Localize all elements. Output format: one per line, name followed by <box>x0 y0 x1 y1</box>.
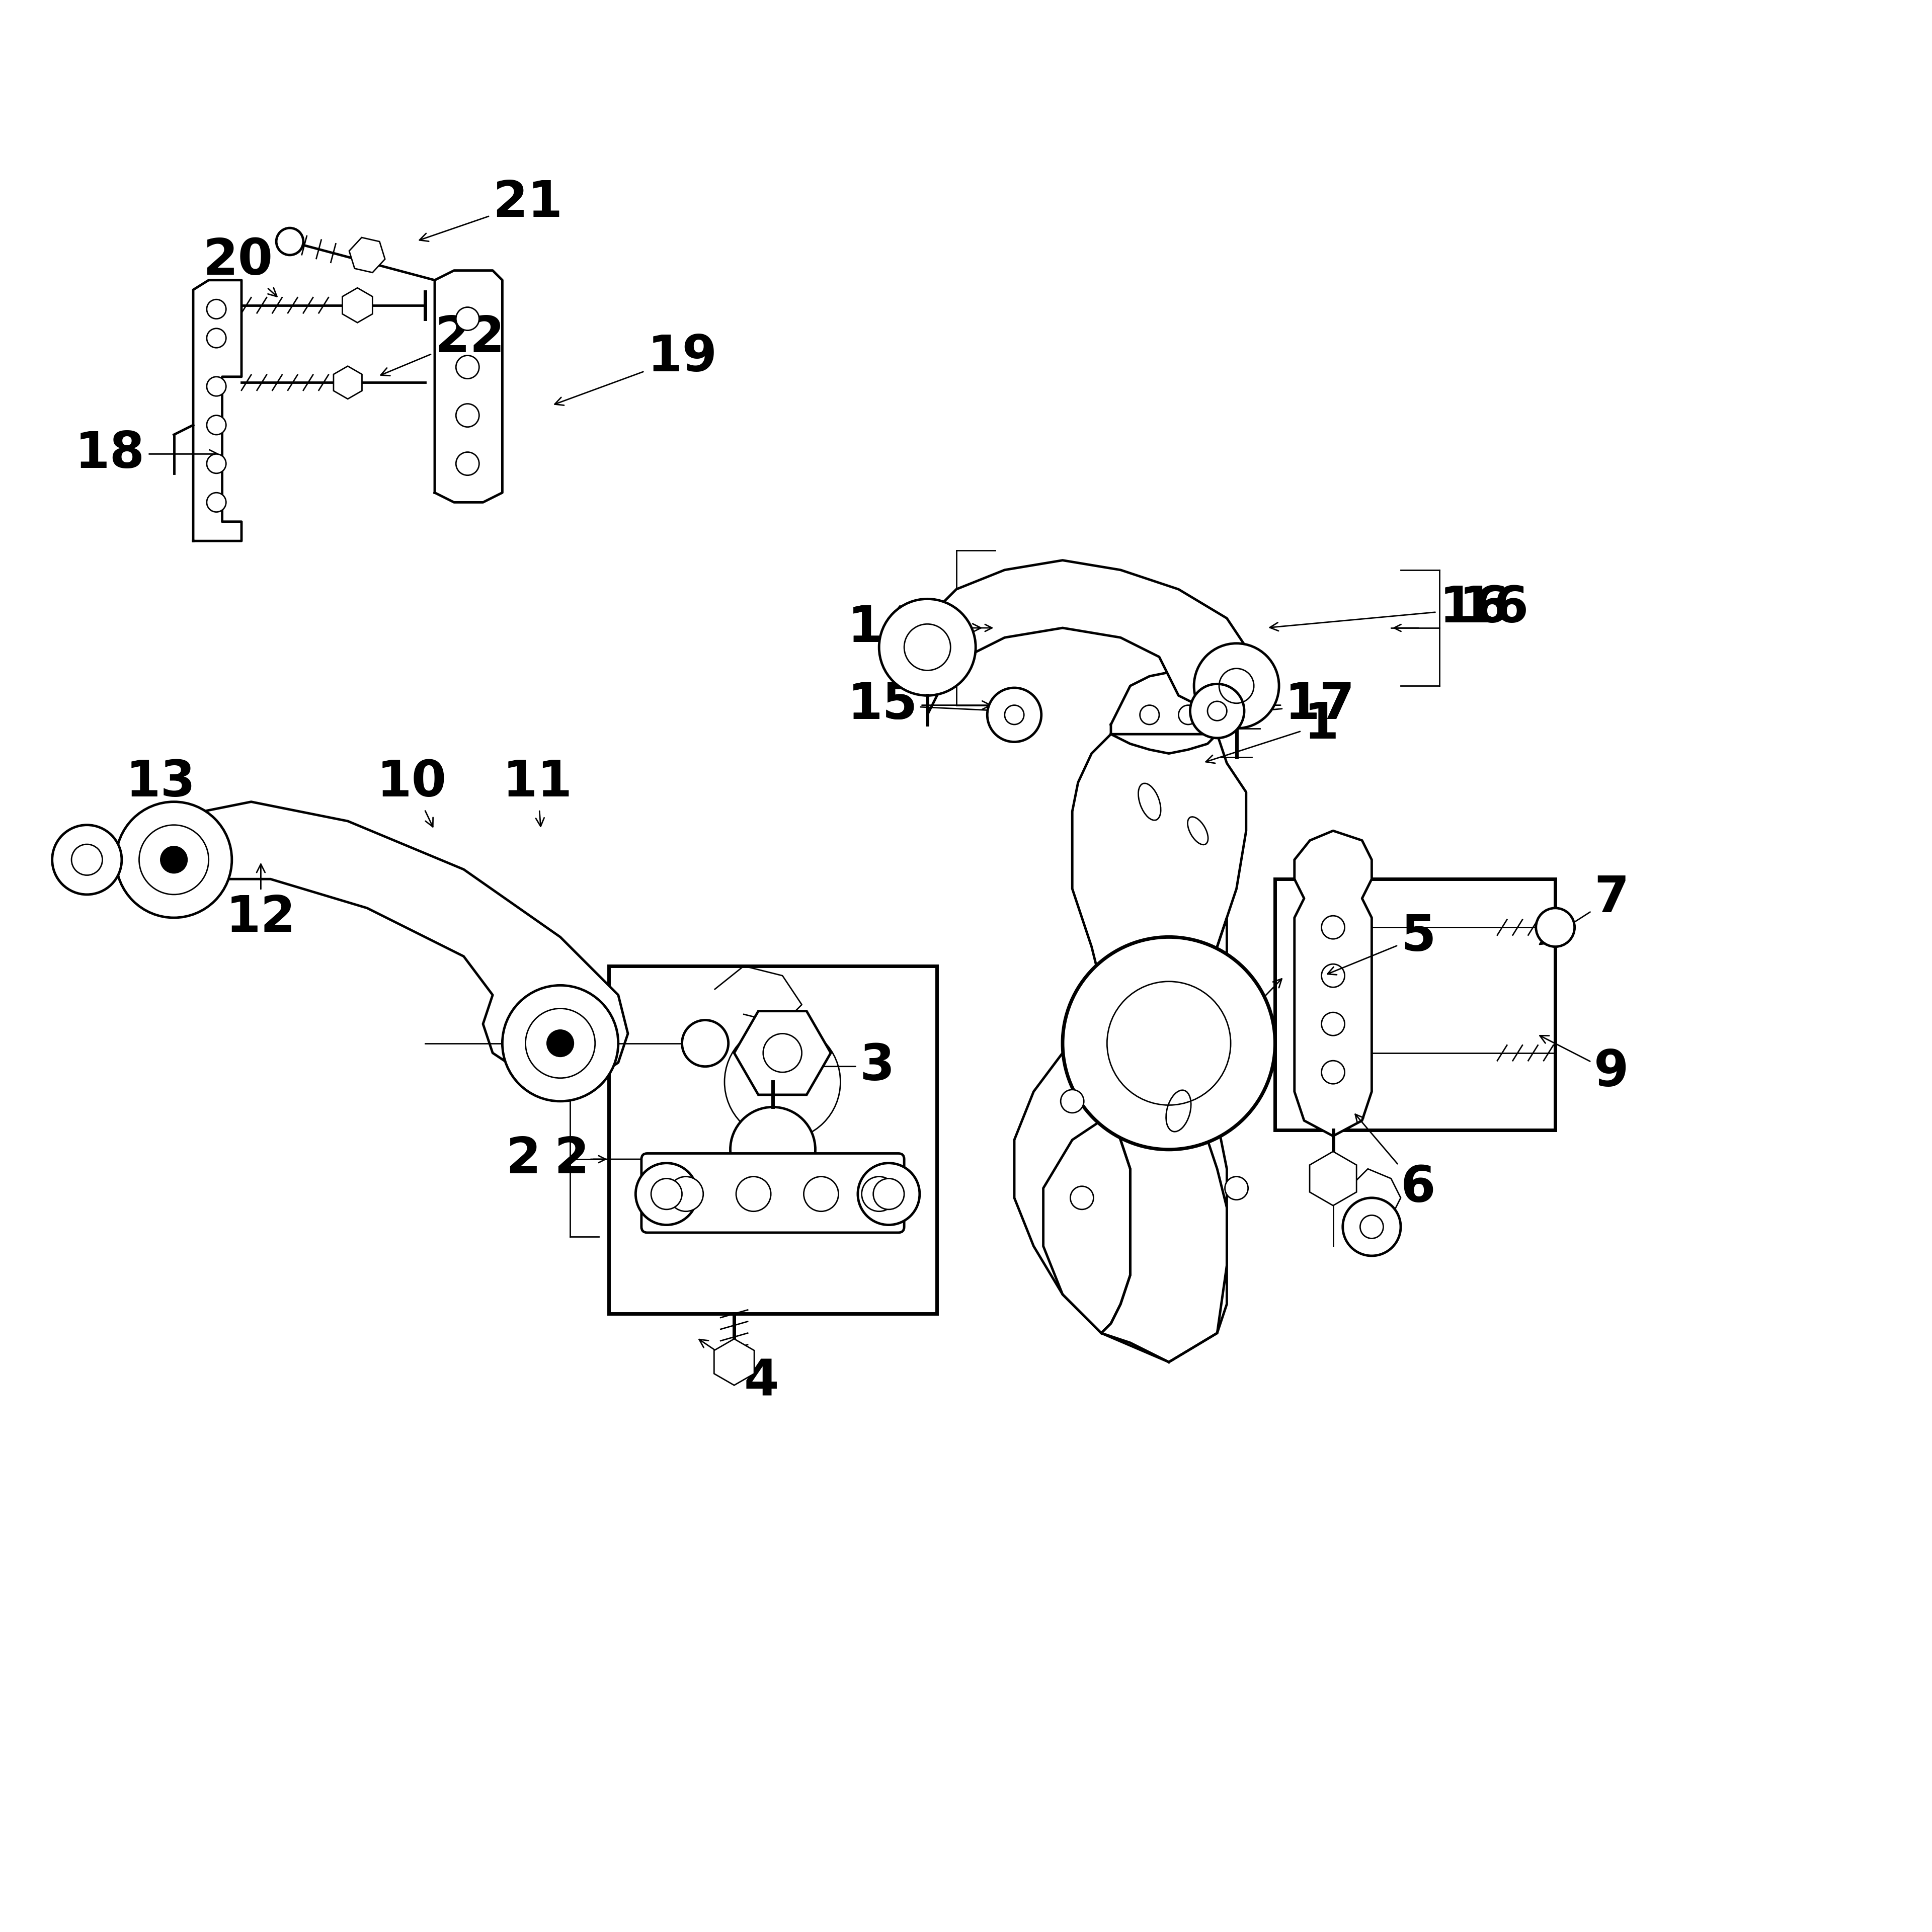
Polygon shape <box>193 280 242 541</box>
Circle shape <box>987 688 1041 742</box>
Polygon shape <box>1294 831 1372 1136</box>
Circle shape <box>668 1177 703 1211</box>
Circle shape <box>456 404 479 427</box>
Circle shape <box>1225 1177 1248 1200</box>
Text: 22: 22 <box>381 313 504 375</box>
Circle shape <box>862 1177 896 1211</box>
Text: 17: 17 <box>1221 680 1354 730</box>
Text: 2: 2 <box>554 1134 663 1184</box>
Circle shape <box>1194 643 1279 728</box>
Circle shape <box>1343 1198 1401 1256</box>
Polygon shape <box>1043 918 1227 1362</box>
Text: 11: 11 <box>502 757 572 827</box>
Circle shape <box>456 452 479 475</box>
Text: 1: 1 <box>1206 699 1339 763</box>
Circle shape <box>1179 705 1198 725</box>
Circle shape <box>1190 684 1244 738</box>
Text: 20: 20 <box>203 236 276 296</box>
Circle shape <box>1063 937 1275 1150</box>
Circle shape <box>682 1020 728 1066</box>
FancyBboxPatch shape <box>641 1153 904 1233</box>
Circle shape <box>1536 908 1575 947</box>
Text: 8: 8 <box>1211 980 1281 1059</box>
Text: 19: 19 <box>554 332 717 406</box>
Circle shape <box>526 1009 595 1078</box>
Text: 2: 2 <box>506 1134 541 1184</box>
Text: 10: 10 <box>377 757 446 827</box>
Circle shape <box>207 377 226 396</box>
Circle shape <box>207 299 226 319</box>
Circle shape <box>207 415 226 435</box>
Circle shape <box>547 1030 574 1057</box>
Text: 9: 9 <box>1540 1036 1629 1097</box>
Circle shape <box>139 825 209 895</box>
Text: 3: 3 <box>792 1041 895 1092</box>
Text: 15: 15 <box>848 680 991 730</box>
Circle shape <box>456 307 479 330</box>
Text: 21: 21 <box>419 178 562 242</box>
Text: 15: 15 <box>848 680 1001 730</box>
Text: 17: 17 <box>1221 680 1354 730</box>
Text: 12: 12 <box>226 864 296 943</box>
Text: 18: 18 <box>75 429 218 479</box>
Circle shape <box>725 1024 840 1140</box>
Circle shape <box>276 228 303 255</box>
Text: 7: 7 <box>1540 873 1629 945</box>
Polygon shape <box>1014 985 1130 1333</box>
Circle shape <box>502 985 618 1101</box>
Polygon shape <box>1111 672 1217 753</box>
Text: 13: 13 <box>126 757 195 827</box>
Circle shape <box>879 599 976 696</box>
Circle shape <box>1140 705 1159 725</box>
Circle shape <box>207 493 226 512</box>
Circle shape <box>160 846 187 873</box>
Circle shape <box>736 1177 771 1211</box>
Circle shape <box>1070 1186 1094 1209</box>
Circle shape <box>804 1177 838 1211</box>
Circle shape <box>71 844 102 875</box>
Text: 14: 14 <box>848 603 981 653</box>
Circle shape <box>207 328 226 348</box>
Polygon shape <box>1072 734 1246 1362</box>
Text: 16: 16 <box>1459 583 1528 634</box>
Polygon shape <box>155 802 628 1082</box>
Polygon shape <box>927 560 1246 715</box>
Circle shape <box>730 1107 815 1192</box>
Text: 4: 4 <box>699 1339 779 1406</box>
Circle shape <box>636 1163 697 1225</box>
Text: 6: 6 <box>1354 1115 1435 1213</box>
Text: 14: 14 <box>848 603 918 653</box>
Bar <box>1275 879 1555 1130</box>
Text: 5: 5 <box>1327 912 1435 976</box>
Circle shape <box>651 1179 682 1209</box>
Circle shape <box>52 825 122 895</box>
Circle shape <box>873 1179 904 1209</box>
Circle shape <box>1061 1090 1084 1113</box>
Circle shape <box>456 355 479 379</box>
Circle shape <box>858 1163 920 1225</box>
Circle shape <box>207 454 226 473</box>
Text: 16: 16 <box>1269 583 1509 634</box>
Polygon shape <box>435 270 502 502</box>
Circle shape <box>116 802 232 918</box>
Bar <box>609 966 937 1314</box>
